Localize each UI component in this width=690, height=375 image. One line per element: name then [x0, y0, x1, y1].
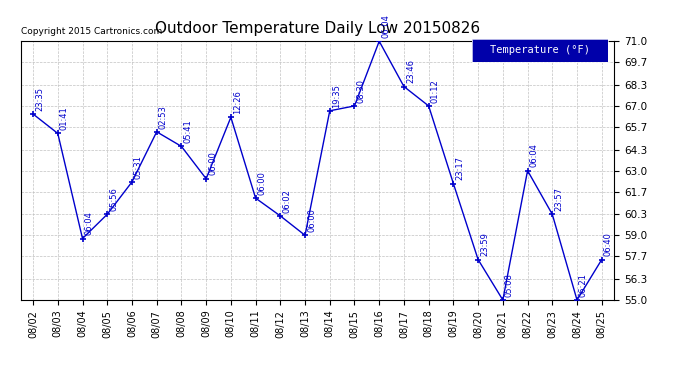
Text: 01:41: 01:41 [60, 106, 69, 130]
Text: 23:35: 23:35 [35, 87, 44, 111]
Text: 12:26: 12:26 [233, 90, 241, 114]
Text: 05:08: 05:08 [505, 273, 514, 297]
Text: 02:53: 02:53 [159, 105, 168, 129]
Text: 06:00: 06:00 [257, 171, 266, 195]
Text: 06:00: 06:00 [307, 208, 316, 232]
Text: 19:35: 19:35 [332, 84, 341, 108]
Text: 06:04: 06:04 [529, 144, 538, 167]
Text: 01:12: 01:12 [431, 79, 440, 103]
Text: 23:59: 23:59 [480, 232, 489, 256]
Text: 23:17: 23:17 [455, 156, 464, 180]
Title: Outdoor Temperature Daily Low 20150826: Outdoor Temperature Daily Low 20150826 [155, 21, 480, 36]
Text: 06:04: 06:04 [381, 14, 390, 38]
Text: 05:56: 05:56 [109, 187, 118, 211]
Text: 06:04: 06:04 [84, 211, 93, 236]
Text: 23:46: 23:46 [406, 59, 415, 83]
Text: Copyright 2015 Cartronics.com: Copyright 2015 Cartronics.com [21, 27, 162, 36]
Text: 05:41: 05:41 [184, 119, 193, 143]
Text: 06:00: 06:00 [208, 152, 217, 176]
Text: 06:02: 06:02 [282, 189, 291, 213]
Text: 06:40: 06:40 [604, 232, 613, 256]
Text: 08:30: 08:30 [357, 79, 366, 103]
Text: 06:21: 06:21 [579, 273, 588, 297]
Text: 23:57: 23:57 [554, 187, 563, 211]
Text: 05:31: 05:31 [134, 155, 143, 179]
